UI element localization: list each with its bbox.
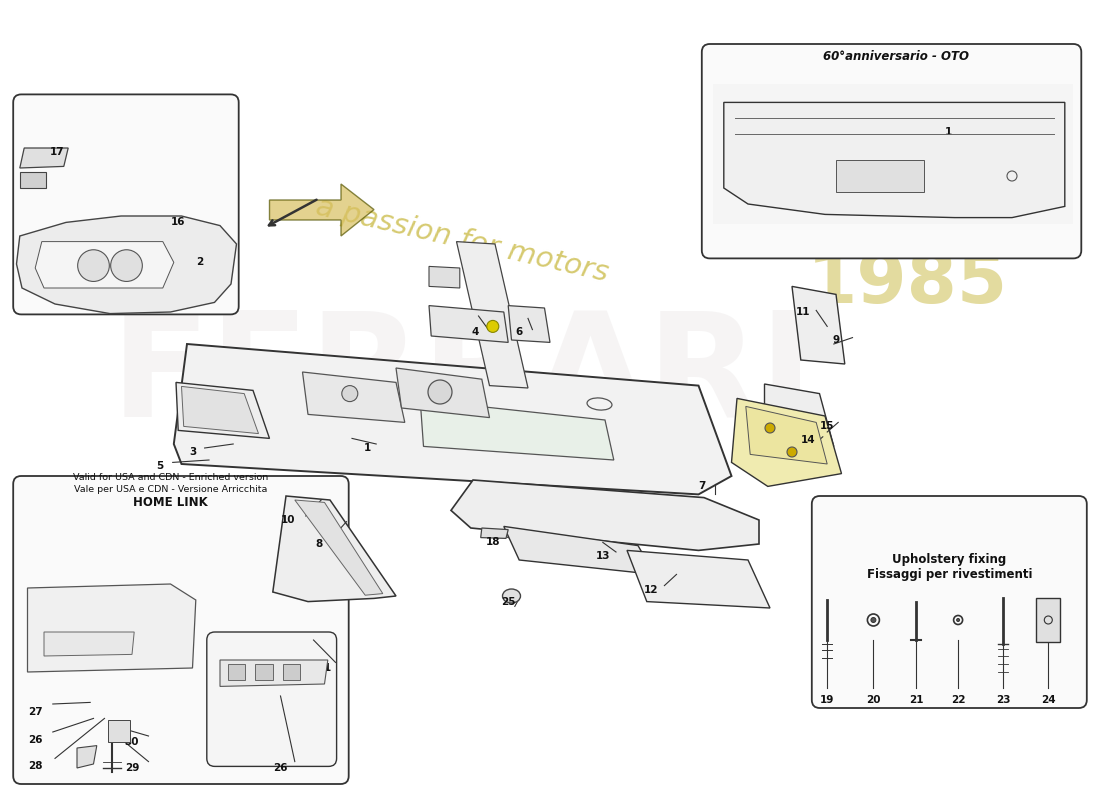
Text: 14: 14 — [801, 435, 816, 445]
Circle shape — [487, 320, 498, 332]
Text: 22: 22 — [950, 695, 966, 705]
Polygon shape — [724, 102, 1065, 218]
Polygon shape — [713, 84, 1072, 224]
Polygon shape — [746, 406, 827, 464]
Polygon shape — [451, 480, 759, 550]
Text: a passion for motors: a passion for motors — [312, 193, 612, 287]
Text: 1: 1 — [364, 443, 371, 453]
Text: FERRARI: FERRARI — [110, 306, 814, 446]
Polygon shape — [396, 368, 490, 418]
Polygon shape — [273, 496, 396, 602]
Circle shape — [342, 386, 358, 402]
Polygon shape — [255, 664, 273, 680]
Polygon shape — [420, 400, 614, 460]
Ellipse shape — [503, 589, 520, 603]
Polygon shape — [28, 584, 196, 672]
Text: 8: 8 — [316, 539, 322, 549]
Text: 29: 29 — [124, 763, 140, 773]
Circle shape — [786, 447, 798, 457]
Polygon shape — [508, 306, 550, 342]
Polygon shape — [764, 384, 834, 446]
Polygon shape — [16, 216, 236, 314]
Text: 1985: 1985 — [807, 250, 1008, 318]
Circle shape — [764, 423, 776, 433]
Text: 5: 5 — [156, 461, 163, 470]
Text: 25: 25 — [500, 597, 516, 606]
Text: 10: 10 — [280, 515, 296, 525]
Polygon shape — [174, 344, 732, 494]
Text: Vale per USA e CDN - Versione Arricchita: Vale per USA e CDN - Versione Arricchita — [74, 485, 267, 494]
Polygon shape — [456, 242, 528, 388]
Polygon shape — [176, 382, 270, 438]
Polygon shape — [429, 306, 508, 342]
Polygon shape — [627, 550, 770, 608]
Text: 26: 26 — [28, 735, 43, 745]
Circle shape — [957, 618, 959, 622]
FancyBboxPatch shape — [13, 476, 349, 784]
Text: 20: 20 — [866, 695, 881, 705]
Polygon shape — [836, 160, 924, 192]
Text: 60°anniversario - OTO: 60°anniversario - OTO — [824, 50, 969, 62]
Polygon shape — [481, 528, 508, 538]
FancyBboxPatch shape — [207, 632, 337, 766]
Text: 13: 13 — [595, 551, 610, 561]
FancyBboxPatch shape — [702, 44, 1081, 258]
Polygon shape — [429, 266, 460, 288]
Polygon shape — [1036, 598, 1060, 642]
Text: Fissaggi per rivestimenti: Fissaggi per rivestimenti — [867, 568, 1032, 581]
FancyBboxPatch shape — [812, 496, 1087, 708]
Text: 2: 2 — [197, 258, 204, 267]
Text: 16: 16 — [170, 218, 186, 227]
Polygon shape — [302, 372, 405, 422]
Polygon shape — [283, 664, 300, 680]
Polygon shape — [504, 526, 654, 574]
Text: 30: 30 — [124, 738, 140, 747]
Polygon shape — [792, 286, 845, 364]
Text: 19: 19 — [820, 695, 835, 705]
Text: 7: 7 — [698, 482, 705, 491]
Polygon shape — [228, 664, 245, 680]
Polygon shape — [20, 148, 68, 168]
Text: 1: 1 — [945, 127, 952, 137]
Polygon shape — [35, 242, 174, 288]
Text: 21: 21 — [909, 695, 924, 705]
Text: 4: 4 — [472, 327, 478, 337]
Polygon shape — [220, 660, 328, 686]
Text: 23: 23 — [996, 695, 1011, 705]
Circle shape — [78, 250, 109, 282]
Text: 18: 18 — [485, 538, 501, 547]
Text: 27: 27 — [28, 707, 43, 717]
Text: 3: 3 — [189, 447, 196, 457]
Polygon shape — [295, 500, 383, 595]
Polygon shape — [44, 632, 134, 656]
Circle shape — [428, 380, 452, 404]
Text: HOME LINK: HOME LINK — [133, 496, 208, 509]
Text: 6: 6 — [516, 327, 522, 337]
FancyBboxPatch shape — [13, 94, 239, 314]
Text: Valid for USA and CDN - Enriched version: Valid for USA and CDN - Enriched version — [73, 473, 268, 482]
Text: 28: 28 — [28, 761, 43, 770]
Polygon shape — [20, 172, 46, 188]
Polygon shape — [732, 398, 842, 486]
Text: 24: 24 — [1041, 695, 1056, 705]
Text: Upholstery fixing: Upholstery fixing — [892, 554, 1006, 566]
Text: 15: 15 — [820, 421, 835, 430]
Polygon shape — [270, 184, 374, 236]
Text: 12: 12 — [644, 586, 659, 595]
Text: 9: 9 — [833, 335, 839, 345]
Circle shape — [871, 618, 876, 622]
Polygon shape — [182, 386, 258, 434]
Text: 17: 17 — [50, 147, 65, 157]
Polygon shape — [108, 720, 130, 742]
Text: 11: 11 — [795, 307, 811, 317]
Polygon shape — [77, 746, 97, 768]
Text: 26: 26 — [273, 763, 288, 773]
Text: 1: 1 — [324, 663, 331, 673]
Circle shape — [111, 250, 142, 282]
